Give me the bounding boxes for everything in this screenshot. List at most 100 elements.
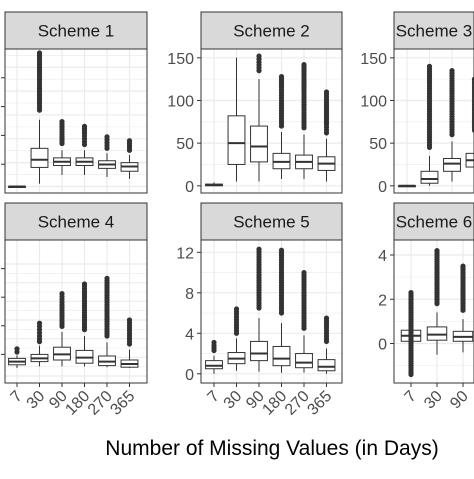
panel-border [393,48,474,194]
outlier-point [81,319,88,325]
outlier-point [104,287,110,293]
outlier-point [104,137,110,143]
outlier-point [460,276,466,282]
outlier-point [278,113,285,119]
y-tick-label: 150 [167,51,194,68]
y-tick-label: 150 [360,51,387,68]
y-tick-label: 0 [185,179,194,196]
outlier-point [460,265,466,271]
outlier-point [256,62,262,68]
outlier-point [460,298,466,305]
outlier-point [211,339,217,346]
box-270 [98,134,116,177]
outlier-point [426,83,433,89]
facet-title: Scheme 5 [233,213,310,232]
iqr-box [295,353,313,369]
iqr-box [205,360,223,370]
x-tick-label: 7 [402,388,420,406]
panel-plot-area [201,240,342,383]
outlier-point [36,336,43,342]
box-7 [205,182,223,187]
outlier-point [449,70,455,76]
iqr-box [30,147,49,168]
outlier-point [426,134,433,140]
iqr-box [426,326,448,341]
outlier-point [323,317,330,324]
outlier-point [81,283,88,289]
x-tick-label: 30 [24,388,49,413]
box-180 [465,76,474,168]
outlier-point [256,262,262,268]
x-tick-label: 365 [304,388,335,419]
facet-title: Scheme 1 [38,22,115,41]
panel-border [4,239,148,384]
box-365 [317,89,336,182]
outlier-point [104,323,110,329]
box-30 [426,247,448,355]
outlier-point [59,310,65,316]
outlier-point [104,142,110,149]
panel-plot-area [394,240,474,383]
outlier-point [301,64,307,70]
panel-border [393,239,474,384]
box-7 [205,339,223,374]
panel-background [394,240,474,383]
outlier-point [301,297,307,303]
box-365 [317,315,336,374]
y-tick-label: 0 [378,179,387,196]
box-270 [295,269,313,373]
box-7 [398,184,416,188]
outlier-point [81,133,88,139]
outlier-point [278,267,285,273]
panel-plot-area [394,49,474,193]
box-90 [452,263,474,353]
outlier-point [278,87,285,93]
outlier-point [81,291,88,297]
outlier-point [104,278,110,284]
box-180 [272,73,291,179]
outlier-point [59,136,65,142]
outlier-point [278,297,285,303]
outlier-point [460,287,466,293]
iqr-box [420,170,439,184]
outlier-point [36,81,43,87]
outlier-point [323,101,330,107]
iqr-box [443,157,461,172]
box-90 [53,291,71,367]
box-7 [400,290,422,378]
outlier-point [449,108,455,115]
outlier-point [36,67,43,73]
outlier-point [301,91,307,98]
panel-plot-area [5,49,147,193]
outlier-point [278,250,285,256]
box-90 [443,68,461,182]
box-270 [295,62,313,179]
outlier-point [408,298,414,305]
iqr-box [250,340,268,362]
box-7 [8,185,26,188]
box-365 [120,317,139,368]
outlier-point [59,121,65,127]
box-30 [227,57,246,182]
box-30 [227,306,246,371]
outlier-point [36,52,43,58]
outlier-point [126,140,133,146]
y-tick-label: 50 [176,136,194,153]
x-tick-label: 7 [205,388,223,406]
outlier-point [323,333,330,339]
y-tick-label: 0 [185,367,194,384]
outlier-point [426,108,433,115]
outlier-point [408,369,414,375]
box-270 [98,275,116,368]
outlier-point [323,91,330,98]
outlier-point [408,365,414,371]
outlier-point [256,292,262,298]
outlier-point [301,117,307,123]
outlier-point [104,299,110,305]
panel-border [200,239,343,384]
y-tick-label: 0 [378,337,387,354]
outlier-point [233,317,240,323]
panel-border [4,48,148,194]
y-tick-label: 12 [176,245,194,262]
